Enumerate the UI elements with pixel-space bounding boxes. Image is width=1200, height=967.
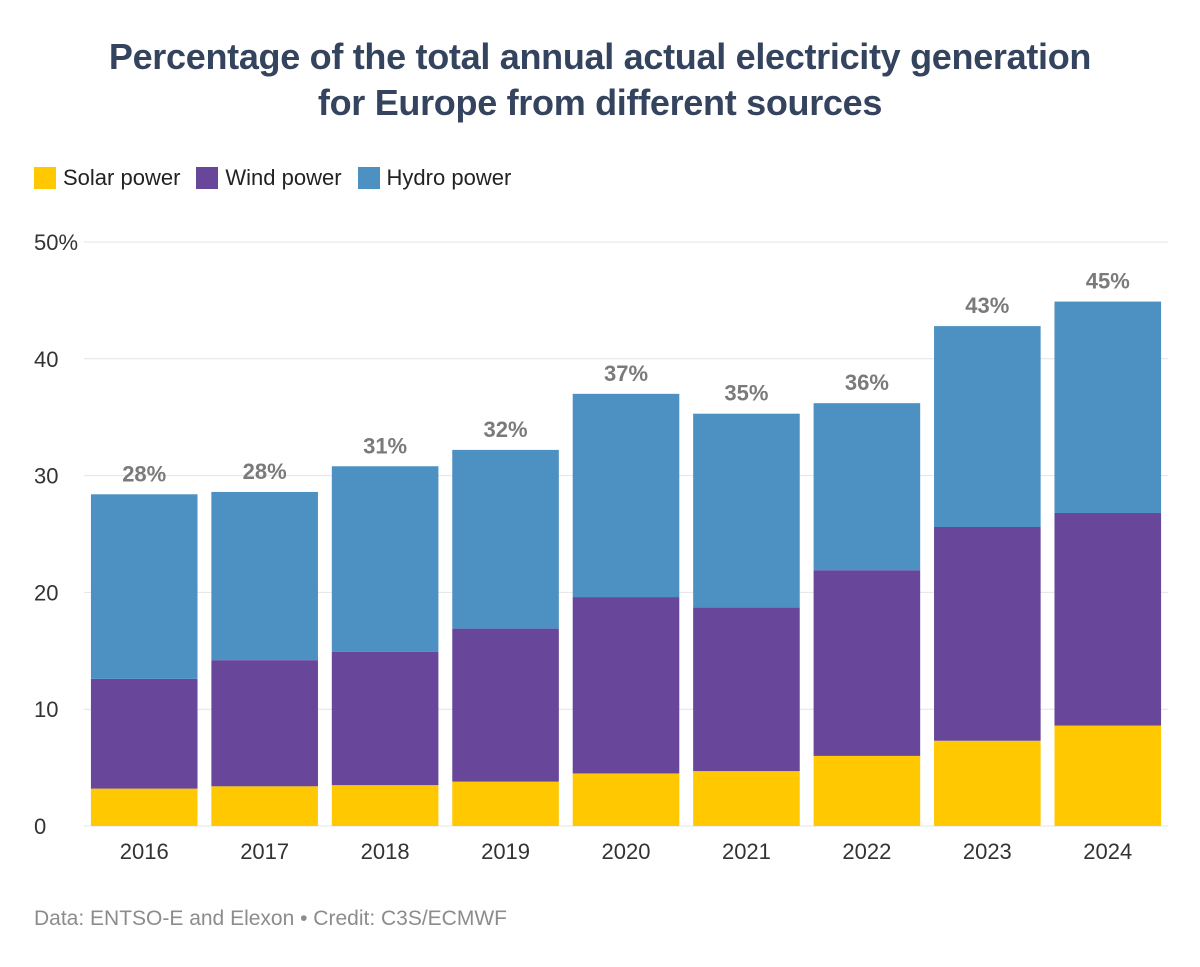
bar-hydro-2017 [211,491,318,661]
source-credit: Data: ENTSO-E and Elexon • Credit: C3S/E… [34,907,507,930]
total-label-2022: 36% [845,370,889,395]
legend-swatch-hydro [357,167,380,189]
total-label-2016: 28% [122,461,166,486]
legend-label-hydro: Hydro power [386,165,512,190]
x-tick-label-2023: 2023 [963,839,1012,864]
chart-legend: Solar power Wind power Hydro power [34,164,511,192]
total-label-2018: 31% [363,433,407,458]
total-label-2024: 45% [1086,269,1130,294]
bar-wind-2019 [452,628,559,782]
total-labels: 28% 28% 31% 32% 37% 35% 36% 43% 45% [122,269,1130,487]
y-tick-label: 40 [34,347,58,372]
y-tick-label: 50% [34,230,78,255]
bar-hydro-2022 [813,403,921,571]
x-tick-label-2019: 2019 [481,839,530,864]
total-label-2021: 35% [724,381,768,406]
legend-label-wind: Wind power [225,165,342,190]
x-tick-label-2017: 2017 [240,839,289,864]
bar-wind-2018 [331,651,439,786]
bar-solar-2020 [572,773,680,826]
total-label-2020: 37% [604,361,648,386]
bar-hydro-2020 [572,393,680,598]
bar-hydro-2018 [331,466,439,652]
bar-hydro-2019 [452,449,559,629]
legend-item-hydro: Hydro power [357,165,512,191]
bar-solar-2021 [693,771,800,826]
legend-item-solar: Solar power [34,165,180,191]
chart-title-line2: for Europe from different sources [317,82,883,123]
bar-wind-2020 [572,597,680,774]
x-tick-label-2024: 2024 [1083,839,1132,864]
x-tick-label-2021: 2021 [722,839,771,864]
x-tick-label-2022: 2022 [842,839,891,864]
bar-wind-2017 [211,660,318,787]
y-tick-label: 30 [34,464,58,489]
x-tick-label-2018: 2018 [361,839,410,864]
bar-hydro-2021 [693,413,800,608]
bar-solar-2024 [1054,725,1162,826]
bar-solar-2022 [813,755,921,826]
x-tick-label-2016: 2016 [120,839,169,864]
bar-hydro-2023 [934,326,1041,527]
bar-hydro-2016 [90,494,198,679]
bar-wind-2024 [1054,512,1162,726]
legend-swatch-wind [196,167,219,189]
x-axis-tick-labels: 2016 2017 2018 2019 2020 2021 2022 2023 2024 [120,839,1133,864]
bar-solar-2017 [211,786,318,826]
x-tick-label-2020: 2020 [602,839,651,864]
legend-item-wind: Wind power [196,165,342,191]
y-tick-label: 0 [34,814,46,839]
bar-wind-2022 [813,570,921,756]
bar-solar-2018 [331,785,439,826]
y-axis-tick-labels: 0 10 20 30 40 50% [34,230,78,839]
y-tick-label: 20 [34,580,58,605]
total-label-2023: 43% [965,293,1009,318]
chart-title-line1: Percentage of the total annual actual el… [108,36,1092,77]
chart-title: Percentage of the total annual actual el… [0,34,1200,126]
bar-solar-2019 [452,781,559,826]
legend-swatch-solar [34,167,56,189]
y-tick-label: 10 [34,697,58,722]
legend-label-solar: Solar power [63,165,181,190]
bar-hydro-2024 [1054,301,1162,513]
bar-solar-2016 [90,788,198,826]
bar-wind-2023 [934,526,1041,741]
bar-solar-2023 [934,740,1041,826]
total-label-2019: 32% [484,417,528,442]
bar-wind-2021 [693,607,800,772]
total-label-2017: 28% [243,459,287,484]
bars [90,301,1162,826]
bar-wind-2016 [90,678,198,789]
